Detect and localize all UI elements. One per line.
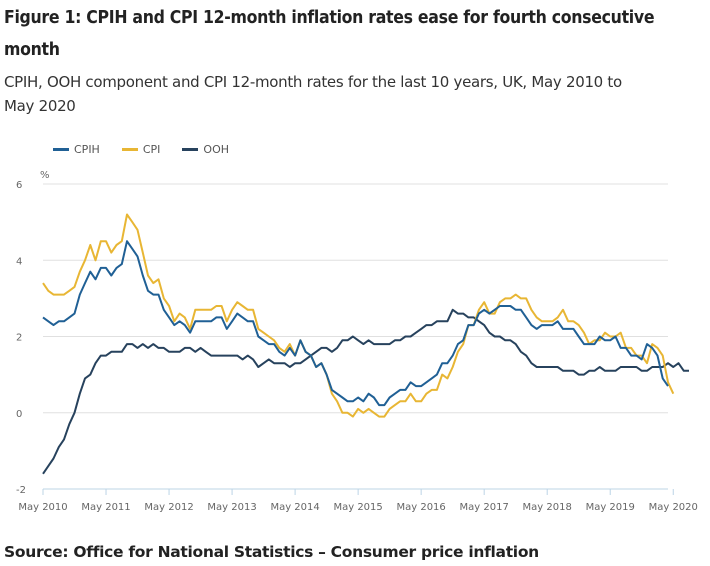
x-tick-label: May 2012 [144,502,193,513]
x-tick-label: May 2011 [81,502,130,513]
chart-legend: CPIH CPI OOH [53,143,229,156]
y-tick-label: -2 [16,485,26,496]
x-tick-label: May 2014 [270,502,319,513]
y-axis: -2 0 2 4 6 [16,180,26,496]
x-tick-label: May 2016 [396,502,445,513]
x-tick-label: May 2015 [333,502,382,513]
x-tick-label: May 2013 [207,502,256,513]
gridlines [43,183,668,414]
legend-item-cpi[interactable]: CPI [121,143,161,156]
y-tick-label: 4 [16,256,22,267]
y-axis-label: % [40,170,50,181]
y-tick-label: 0 [16,409,22,420]
chart-source: Source: Office for National Statistics –… [4,543,539,561]
legend-label-cpih: CPIH [74,143,100,156]
y-tick-label: 6 [16,180,22,191]
x-tick-label: May 2020 [649,502,698,513]
x-tick-label: May 2010 [18,502,67,513]
x-tick-label: May 2018 [523,502,572,513]
legend-swatch-ooh [182,148,199,151]
legend-swatch-cpi [121,148,138,151]
chart-title: Figure 1: CPIH and CPI 12-month inflatio… [4,8,655,60]
x-tick-label: May 2017 [460,502,509,513]
series-lines [42,213,689,475]
legend-swatch-cpih [53,148,69,151]
series-line-cpih [42,240,669,407]
x-axis: May 2010 May 2011 May 2012 May 2013 May 2014… [18,488,698,513]
legend-label-cpi: CPI [142,143,161,156]
legend-item-cpih[interactable]: CPIH [53,143,100,156]
y-tick-label: 2 [16,333,22,344]
series-line-cpi [42,213,675,418]
x-tick-label: May 2019 [586,502,635,513]
chart-subtitle: CPIH, OOH component and CPI 12-month rat… [4,73,622,115]
series-line-ooh [42,308,689,475]
legend-label-ooh: OOH [203,143,229,156]
legend-item-ooh[interactable]: OOH [182,143,229,156]
